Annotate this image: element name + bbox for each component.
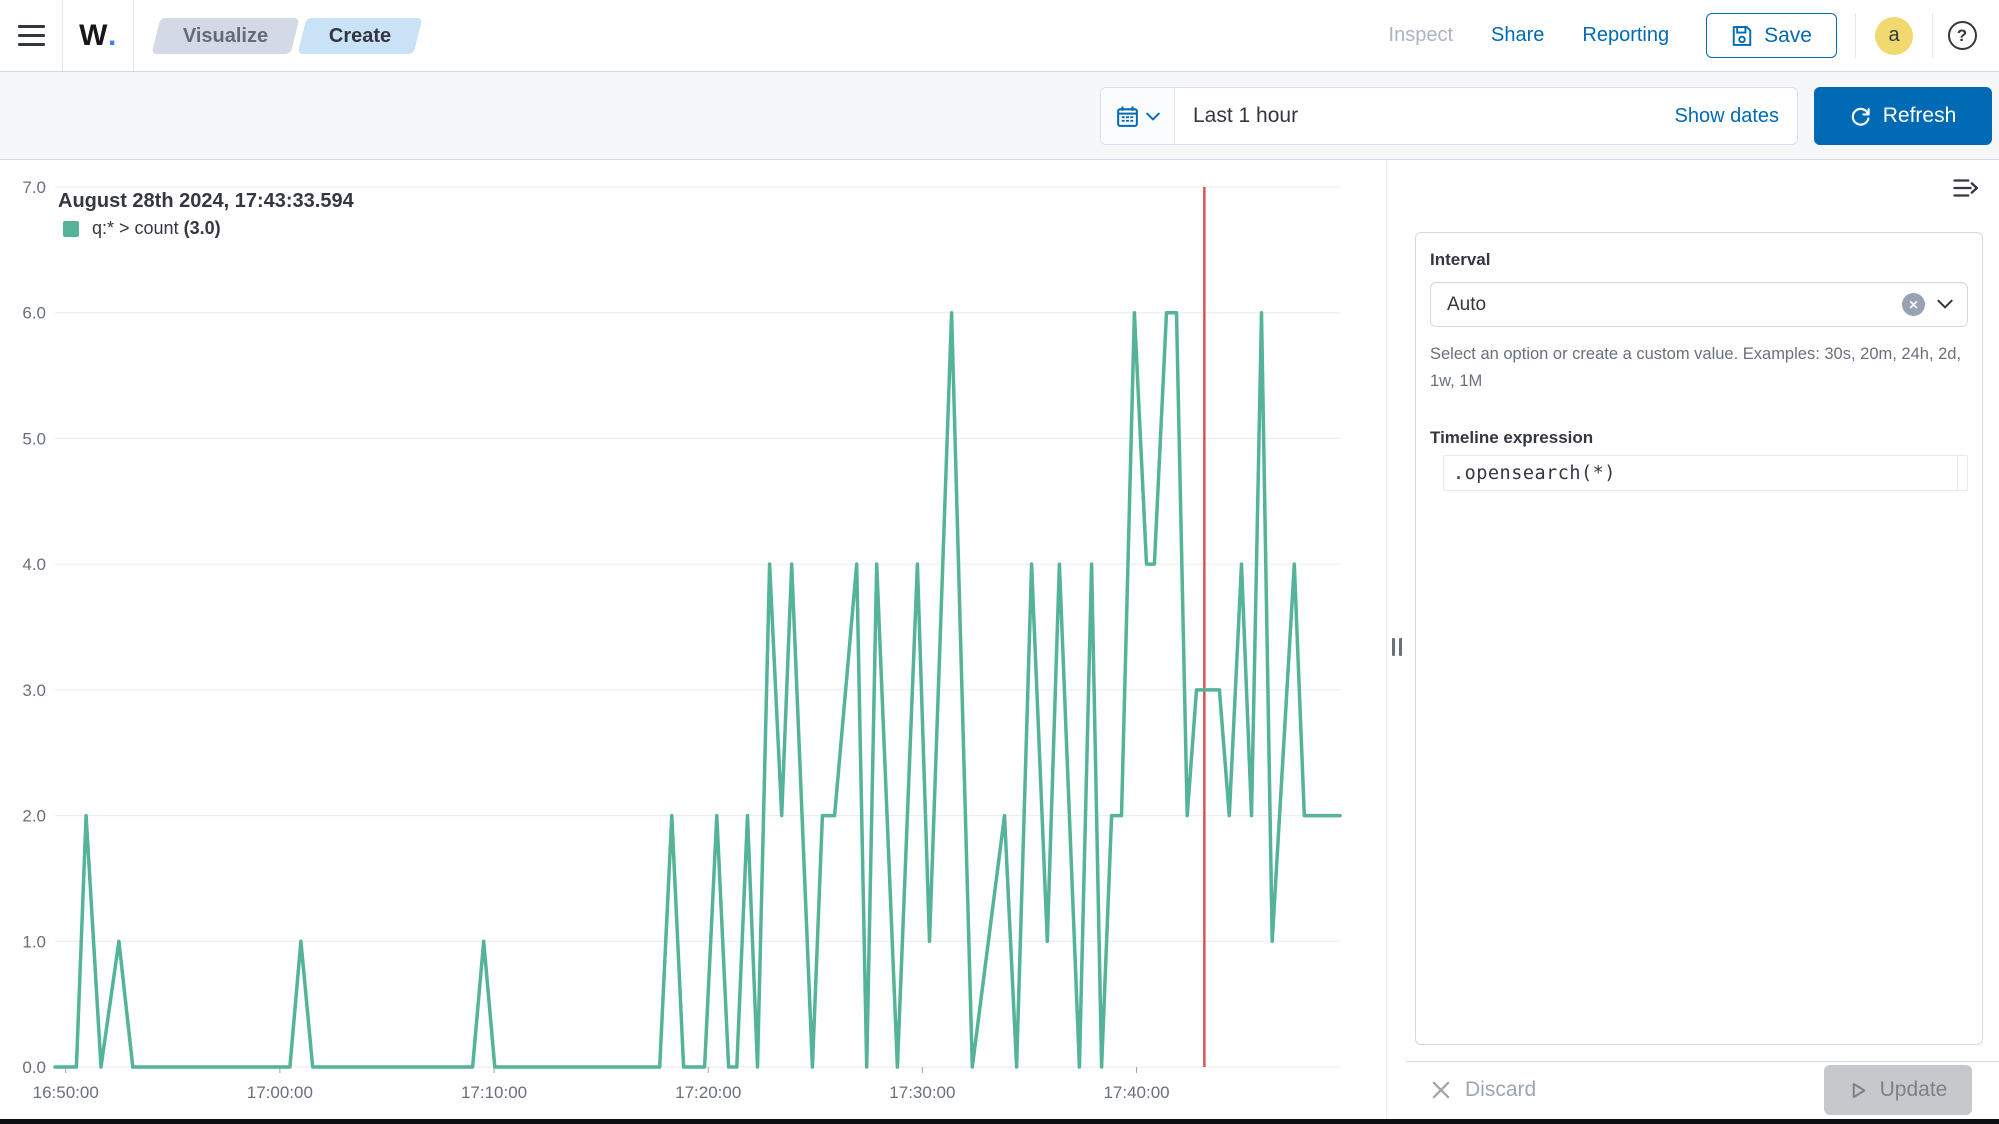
date-picker-button[interactable] — [1101, 88, 1175, 144]
svg-text:4.0: 4.0 — [22, 555, 46, 574]
logo-text: W — [79, 18, 108, 52]
window-bottom-edge — [0, 1119, 1999, 1124]
editor-side-panel: Interval ✕ Select an option or create a … — [1406, 160, 1999, 1124]
interval-input[interactable] — [1431, 293, 1902, 316]
expression-editor[interactable]: .opensearch(*) — [1443, 455, 1968, 492]
refresh-button[interactable]: Refresh — [1814, 87, 1992, 145]
play-icon — [1852, 1082, 1866, 1098]
clear-icon[interactable]: ✕ — [1902, 293, 1925, 316]
refresh-button-label: Refresh — [1882, 104, 1957, 127]
time-range-picker: Last 1 hour Show dates — [1100, 87, 1798, 145]
help-icon: ? — [1947, 21, 1977, 50]
save-button-label: Save — [1764, 23, 1812, 47]
collapse-panel-icon — [1953, 178, 1979, 197]
interval-combobox: ✕ — [1430, 282, 1968, 327]
header-divider — [1855, 13, 1856, 58]
interval-help-text: Select an option or create a custom valu… — [1430, 345, 1962, 390]
svg-text:7.0: 7.0 — [22, 178, 46, 197]
inspect-button[interactable]: Inspect — [1388, 24, 1454, 46]
expression-code: .opensearch(*) — [1453, 462, 1616, 484]
breadcrumb: Visualize Create — [151, 17, 423, 54]
tab-create-label: Create — [329, 24, 392, 46]
svg-text:17:10:00: 17:10:00 — [461, 1083, 527, 1102]
save-icon — [1732, 25, 1752, 46]
chevron-down-icon — [1145, 112, 1160, 121]
timeline-chart-panel: 0.0 1.0 2.0 3.0 4.0 5.0 6.0 7.0 16:50:00 17:00:00… — [0, 160, 1386, 1124]
svg-text:1.0: 1.0 — [22, 932, 46, 951]
resizer-grip-icon — [1391, 638, 1402, 656]
svg-text:3.0: 3.0 — [22, 681, 46, 700]
tab-visualize-label: Visualize — [183, 24, 269, 46]
svg-text:5.0: 5.0 — [22, 429, 46, 448]
discard-button-label: Discard — [1465, 1078, 1537, 1101]
interval-label: Interval — [1430, 250, 1491, 269]
time-range-value[interactable]: Last 1 hour — [1193, 104, 1299, 127]
svg-text:17:00:00: 17:00:00 — [247, 1083, 313, 1102]
svg-text:16:50:00: 16:50:00 — [33, 1083, 99, 1102]
logo-dot: . — [107, 18, 117, 52]
app-logo[interactable]: W. — [63, 19, 133, 53]
discard-button[interactable]: Discard — [1431, 1078, 1536, 1102]
svg-text:0.0: 0.0 — [22, 1058, 46, 1077]
update-button[interactable]: Update — [1824, 1065, 1972, 1115]
close-icon — [1432, 1081, 1450, 1099]
svg-text:2.0: 2.0 — [22, 807, 46, 826]
timeline-expression-label: Timeline expression — [1430, 428, 1594, 448]
svg-text:17:30:00: 17:30:00 — [889, 1083, 955, 1102]
top-header: W. Visualize Create Inspect Share Report… — [0, 0, 1999, 72]
svg-text:17:40:00: 17:40:00 — [1103, 1083, 1169, 1102]
header-divider — [62, 0, 63, 71]
tab-visualize[interactable]: Visualize — [151, 17, 300, 54]
collapse-panel-button[interactable] — [1949, 174, 1983, 204]
expression-editor-card: Interval ✕ Select an option or create a … — [1415, 232, 1983, 1045]
timeline-chart[interactable]: 0.0 1.0 2.0 3.0 4.0 5.0 6.0 7.0 16:50:00 17:00:00… — [0, 160, 1386, 1124]
header-divider — [1932, 13, 1933, 58]
refresh-icon — [1851, 107, 1870, 126]
share-button[interactable]: Share — [1491, 24, 1545, 46]
panel-footer: Discard Update — [1406, 1061, 1999, 1124]
svg-text:17:20:00: 17:20:00 — [675, 1083, 741, 1102]
reporting-button[interactable]: Reporting — [1582, 24, 1670, 46]
header-divider — [133, 0, 134, 71]
save-button[interactable]: Save — [1706, 13, 1837, 58]
tab-create[interactable]: Create — [297, 17, 423, 54]
hamburger-menu-icon[interactable] — [0, 0, 62, 71]
svg-text:6.0: 6.0 — [22, 304, 46, 323]
header-actions: Inspect Share Reporting Save a ? — [1370, 13, 1999, 58]
editor-scrollbar[interactable] — [1957, 456, 1958, 491]
show-dates-button[interactable]: Show dates — [1674, 104, 1779, 127]
avatar[interactable]: a — [1875, 16, 1913, 55]
help-button[interactable]: ? — [1943, 17, 1981, 55]
query-time-bar: Last 1 hour Show dates Refresh — [0, 72, 1999, 160]
calendar-icon — [1116, 105, 1138, 127]
panel-resizer[interactable] — [1386, 160, 1406, 1124]
update-button-label: Update — [1879, 1078, 1948, 1101]
chevron-down-icon[interactable] — [1925, 297, 1967, 312]
